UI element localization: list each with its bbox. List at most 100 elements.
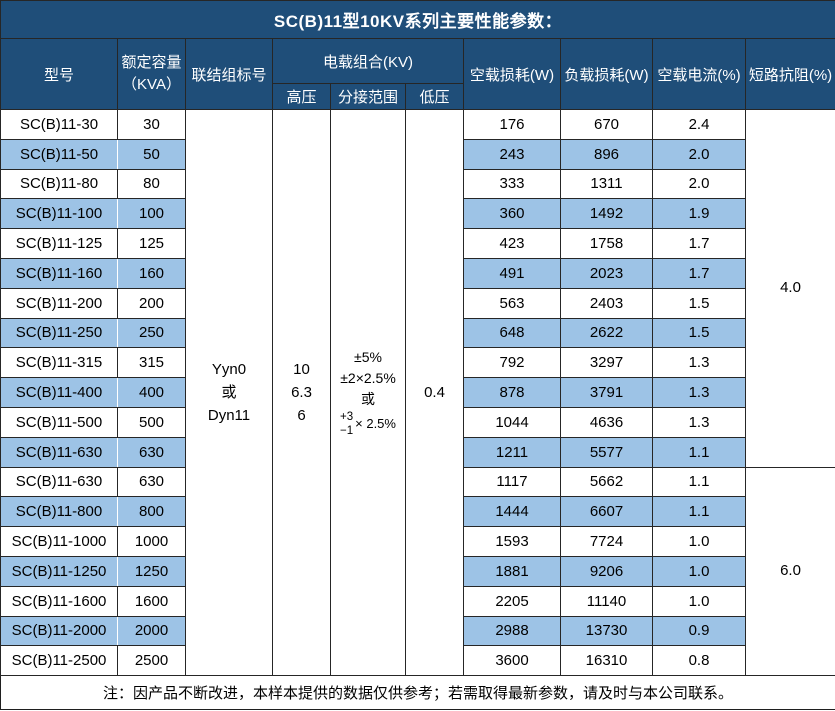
cell-capacity: 125: [117, 228, 186, 259]
cell-capacity: 1600: [117, 585, 186, 617]
col-header-tap-range: 分接范围: [330, 83, 406, 110]
cell-no-load-current: 2.4: [652, 109, 746, 140]
cell-load-loss: 3297: [560, 347, 653, 379]
cell-no-load-current: 1.3: [652, 377, 746, 408]
cell-no-load-current: 1.7: [652, 257, 746, 289]
cell-capacity: 630: [117, 436, 186, 468]
cell-capacity: 630: [117, 466, 186, 498]
cell-no-load-loss: 1211: [463, 436, 561, 468]
cell-capacity: 250: [117, 317, 186, 349]
col-header-connection: 联结组标号: [185, 38, 273, 110]
cell-no-load-loss: 1881: [463, 555, 561, 587]
cell-load-loss: 7724: [560, 526, 653, 557]
cell-load-loss: 2622: [560, 317, 653, 349]
tap-stack: +3 −1 × 2.5%: [332, 410, 405, 439]
table-row: SC(B)11-500 500 1044 4636 1.3: [0, 406, 835, 438]
cell-load-loss: 1758: [560, 228, 653, 259]
footer-note-row: 注：因产品不断改进，本样本提供的数据仅供参考；若需取得最新参数，请及时与本公司联…: [0, 675, 835, 711]
cell-capacity: 200: [117, 287, 186, 319]
col-header-lv: 低压: [405, 83, 464, 110]
cell-no-load-current: 2.0: [652, 168, 746, 200]
cell-no-load-loss: 176: [463, 109, 561, 140]
cell-load-loss: 670: [560, 109, 653, 140]
col-header-no-load-loss: 空载损耗(W): [463, 38, 561, 110]
cell-model: SC(B)11-1600: [0, 585, 118, 617]
cell-no-load-current: 1.9: [652, 198, 746, 230]
cell-model: SC(B)11-30: [0, 109, 118, 140]
cell-no-load-loss: 243: [463, 138, 561, 170]
cell-model: SC(B)11-50: [0, 138, 118, 170]
capacity-label-line2: （KVA）: [122, 76, 181, 93]
header-row-2: 高压 分接范围 低压: [1, 83, 835, 110]
cell-model: SC(B)11-1250: [0, 555, 118, 587]
cell-capacity: 50: [117, 138, 186, 170]
cell-load-loss: 4636: [560, 406, 653, 438]
cell-no-load-current: 1.0: [652, 526, 746, 557]
cell-model: SC(B)11-500: [0, 406, 118, 438]
cell-no-load-loss: 3600: [463, 645, 561, 677]
cell-no-load-current: 1.3: [652, 406, 746, 438]
cell-no-load-loss: 792: [463, 347, 561, 379]
cell-load-loss: 6607: [560, 496, 653, 528]
cell-capacity: 500: [117, 406, 186, 438]
tap-line: ±5%: [354, 348, 382, 365]
table-row: SC(B)11-125 125 423 1758 1.7: [0, 228, 835, 259]
cell-no-load-current: 1.0: [652, 555, 746, 587]
cell-load-loss: 896: [560, 138, 653, 170]
table-row: SC(B)11-2500 2500 3600 16310 0.8: [0, 645, 835, 677]
table-row: SC(B)11-250 250 648 2622 1.5: [0, 317, 835, 349]
merged-cell-impedance-2: 6.0: [745, 466, 835, 677]
hv-line: 6: [297, 407, 306, 425]
connection-line: Yyn0: [211, 360, 247, 378]
cell-model: SC(B)11-125: [0, 228, 118, 259]
tap-stack-bottom: −1: [340, 424, 354, 437]
hv-line: 10: [293, 360, 310, 378]
col-header-load-loss: 负载损耗(W): [560, 38, 653, 110]
header-row-1: 型号 额定容量 （KVA） 联结组标号 电载组合(KV) 空载损耗(W) 负载损…: [0, 38, 835, 110]
cell-model: SC(B)11-2500: [0, 645, 118, 677]
table-row: SC(B)11-400 400 878 3791 1.3: [0, 377, 835, 408]
cell-no-load-loss: 1444: [463, 496, 561, 528]
cell-no-load-current: 1.1: [652, 496, 746, 528]
cell-model: SC(B)11-400: [0, 377, 118, 408]
capacity-label-line1: 额定容量: [121, 53, 182, 71]
cell-no-load-loss: 360: [463, 198, 561, 230]
col-header-capacity: 额定容量 （KVA）: [117, 38, 186, 110]
tap-stack-top: +3: [340, 410, 354, 423]
connection-line: Dyn11: [207, 407, 251, 425]
merged-cell-connection: Yyn0 或 Dyn11: [185, 108, 273, 677]
cell-no-load-current: 1.3: [652, 347, 746, 379]
table-row: SC(B)11-630 630 1211 5577 1.1: [0, 436, 835, 468]
tap-line: ±2×2.5%: [340, 369, 396, 386]
cell-model: SC(B)11-315: [0, 347, 118, 379]
cell-load-loss: 5662: [560, 466, 653, 498]
cell-no-load-loss: 491: [463, 257, 561, 289]
connection-line: 或: [221, 383, 237, 401]
table-row: SC(B)11-30 30 Yyn0 或 Dyn11 10 6.3 6 ±5% …: [0, 108, 835, 677]
cell-no-load-current: 1.1: [652, 466, 746, 498]
cell-capacity: 1000: [117, 526, 186, 557]
cell-model: SC(B)11-800: [0, 496, 118, 528]
cell-no-load-current: 2.0: [652, 138, 746, 170]
cell-capacity: 30: [117, 109, 186, 140]
cell-no-load-loss: 333: [463, 168, 561, 200]
cell-load-loss: 2023: [560, 257, 653, 289]
col-header-voltage-group: 电载组合(KV): [272, 38, 464, 84]
cell-model: SC(B)11-2000: [0, 615, 118, 647]
cell-model: SC(B)11-200: [0, 287, 118, 319]
cell-capacity: 315: [117, 347, 186, 379]
cell-model: SC(B)11-160: [0, 257, 118, 289]
cell-no-load-current: 1.7: [652, 228, 746, 259]
cell-no-load-loss: 1044: [463, 406, 561, 438]
tap-stack-suffix: × 2.5%: [355, 416, 396, 432]
cell-load-loss: 11140: [560, 585, 653, 617]
cell-capacity: 800: [117, 496, 186, 528]
cell-capacity: 80: [117, 168, 186, 200]
cell-capacity: 400: [117, 377, 186, 408]
cell-no-load-current: 1.5: [652, 287, 746, 319]
table-row: SC(B)11-630 630 1117 5662 1.1 6.0: [0, 466, 835, 677]
cell-model: SC(B)11-250: [0, 317, 118, 349]
hv-line: 6.3: [291, 383, 312, 401]
col-header-model: 型号: [0, 38, 118, 110]
